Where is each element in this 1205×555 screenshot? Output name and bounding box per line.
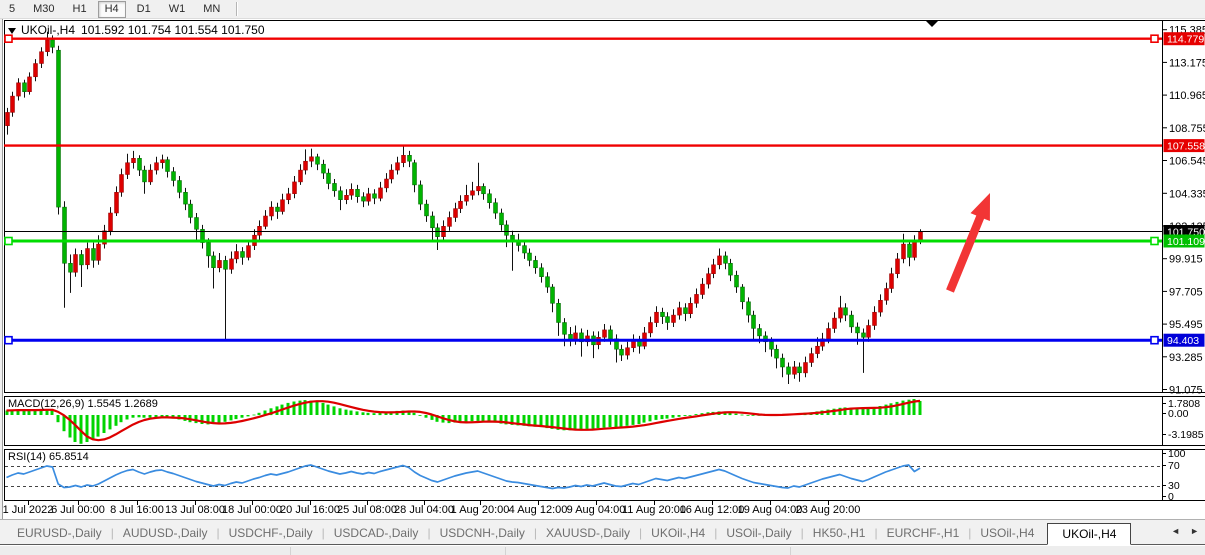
macd-panel xyxy=(5,397,1163,446)
chart-title: UKOil-,H4 101.592 101.754 101.554 101.750 xyxy=(8,23,265,37)
time-label: 9 Aug 04:00 xyxy=(567,504,626,516)
time-label: 1 Jul 2022 xyxy=(3,504,54,516)
indicator-axis-label: 0.00 xyxy=(1168,408,1189,420)
time-label: 11 Aug 20:00 xyxy=(622,504,686,516)
indicator-axis-label: 0 xyxy=(1168,491,1174,503)
svg-text:114.779: 114.779 xyxy=(1167,34,1204,46)
indicator-axis-label: 70 xyxy=(1168,460,1180,472)
svg-text:97.705: 97.705 xyxy=(1169,286,1203,298)
svg-text:91.075: 91.075 xyxy=(1169,385,1203,397)
tab-usoil-h4[interactable]: USOil-,H4 xyxy=(971,526,1043,540)
tab-eurusd-daily[interactable]: EURUSD-,Daily xyxy=(8,526,111,540)
price-badge-107.558: 107.558 xyxy=(1164,139,1205,153)
tab-ukoil-h4[interactable]: UKOil-,H4 xyxy=(642,526,714,540)
hline-handle[interactable] xyxy=(1151,337,1158,344)
tab-eurchf-h1[interactable]: EURCHF-,H1 xyxy=(878,526,969,540)
time-label: 6 Jul 00:00 xyxy=(51,504,105,516)
toolbar-separator xyxy=(236,2,238,16)
tab-usdchf-daily[interactable]: USDCHF-,Daily xyxy=(220,526,322,540)
tab-scroll-buttons: ◄ ► xyxy=(1171,526,1199,536)
svg-text:108.755: 108.755 xyxy=(1169,123,1205,135)
svg-text:95.495: 95.495 xyxy=(1169,319,1203,331)
chart-dropdown-icon[interactable] xyxy=(8,28,16,34)
symbol-tabbar: EURUSD-,Daily|AUDUSD-,Daily|USDCHF-,Dail… xyxy=(0,519,1205,545)
tab-ukoil-h4-active[interactable]: UKOil-,H4 xyxy=(1047,523,1131,545)
tab-usdcad-daily[interactable]: USDCAD-,Daily xyxy=(325,526,428,540)
svg-text:110.965: 110.965 xyxy=(1169,90,1205,102)
time-label: 4 Aug 12:00 xyxy=(509,504,568,516)
timeframe-button-m30[interactable]: M30 xyxy=(26,1,61,18)
timeframe-button-mn[interactable]: MN xyxy=(196,1,227,18)
timeframe-button-w1[interactable]: W1 xyxy=(162,1,193,18)
timeframe-button-h1[interactable]: H1 xyxy=(66,1,94,18)
chart-title-ohlc: 101.592 101.754 101.554 101.750 xyxy=(81,23,265,37)
svg-text:104.335: 104.335 xyxy=(1169,188,1205,200)
hline-handle[interactable] xyxy=(1151,35,1158,42)
time-label: 18 Jul 00:00 xyxy=(222,504,282,516)
timeframe-button-h4[interactable]: H4 xyxy=(98,1,126,18)
time-label: 1 Aug 20:00 xyxy=(451,504,510,516)
timeframe-button-5[interactable]: 5 xyxy=(2,1,22,18)
time-label: 13 Jul 08:00 xyxy=(165,504,225,516)
tab-hk50-h1[interactable]: HK50-,H1 xyxy=(804,526,875,540)
svg-text:99.915: 99.915 xyxy=(1169,254,1203,266)
macd-indicator-label: MACD(12,26,9) 1.5545 1.2689 xyxy=(8,398,158,410)
time-label: 25 Jul 08:00 xyxy=(337,504,397,516)
time-label: 23 Aug 20:00 xyxy=(796,504,861,516)
price-badge-101.109: 101.109 xyxy=(1164,235,1205,249)
tab-scroll-right-icon[interactable]: ► xyxy=(1190,526,1199,536)
hline-handle[interactable] xyxy=(5,337,12,344)
symbol-tabs: EURUSD-,Daily|AUDUSD-,Daily|USDCHF-,Dail… xyxy=(8,520,1135,545)
tab-audusd-daily[interactable]: AUDUSD-,Daily xyxy=(114,526,217,540)
hline-handle[interactable] xyxy=(1151,238,1158,245)
time-label: 28 Jul 04:00 xyxy=(394,504,454,516)
timeframe-button-d1[interactable]: D1 xyxy=(130,1,158,18)
time-label: 20 Jul 16:00 xyxy=(280,504,340,516)
svg-text:106.545: 106.545 xyxy=(1169,156,1205,168)
svg-text:113.175: 113.175 xyxy=(1169,57,1205,69)
svg-text:101.109: 101.109 xyxy=(1167,236,1205,248)
window-frame-edge xyxy=(2,18,3,519)
time-label: 19 Aug 04:00 xyxy=(738,504,803,516)
indicator-axis-label: -3.1985 xyxy=(1168,429,1204,441)
svg-text:93.285: 93.285 xyxy=(1169,352,1203,364)
chart-title-symbol: UKOil-,H4 xyxy=(21,23,75,37)
rsi-indicator-label: RSI(14) 65.8514 xyxy=(8,451,89,463)
time-label: 16 Aug 12:00 xyxy=(680,504,745,516)
svg-text:94.403: 94.403 xyxy=(1167,335,1199,347)
tab-usoil-daily[interactable]: USOil-,Daily xyxy=(717,526,800,540)
svg-text:107.558: 107.558 xyxy=(1167,141,1205,153)
tab-xauusd-daily[interactable]: XAUUSD-,Daily xyxy=(537,526,639,540)
hline-handle[interactable] xyxy=(5,238,12,245)
time-label: 8 Jul 16:00 xyxy=(110,504,164,516)
tab-scroll-left-icon[interactable]: ◄ xyxy=(1171,526,1180,536)
indicator-axis-label: 100 xyxy=(1168,448,1186,460)
tab-usdcnh-daily[interactable]: USDCNH-,Daily xyxy=(431,526,534,540)
price-badge-94.403: 94.403 xyxy=(1164,334,1205,348)
price-badge-114.779: 114.779 xyxy=(1164,32,1205,46)
